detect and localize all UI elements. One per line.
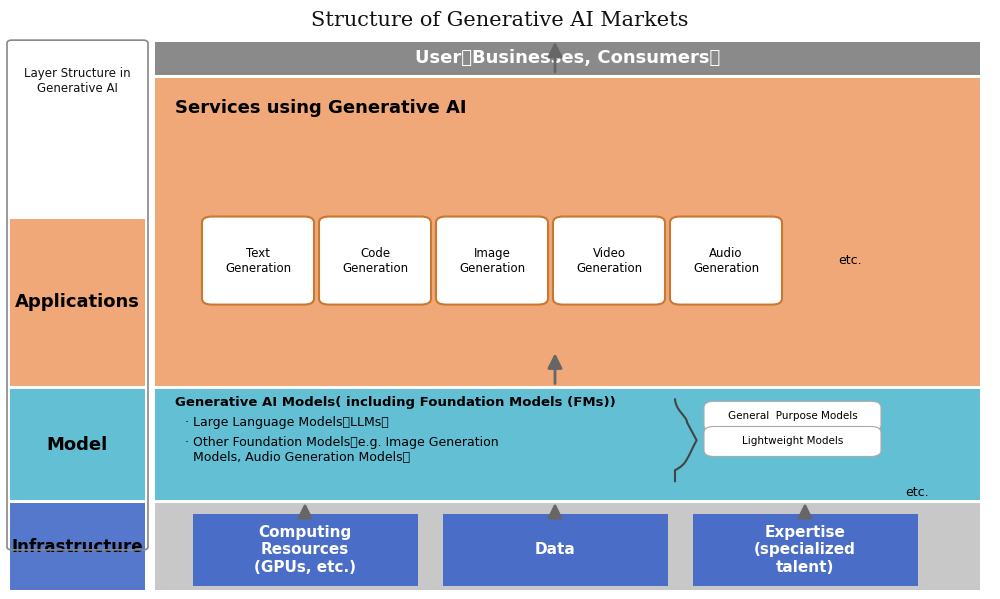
Text: etc.: etc. xyxy=(905,486,929,499)
Text: etc.: etc. xyxy=(838,254,862,267)
Bar xyxy=(155,503,980,590)
Text: Video
Generation: Video Generation xyxy=(576,247,642,274)
Text: Code
Generation: Code Generation xyxy=(342,247,408,274)
Bar xyxy=(155,389,980,500)
Text: Computing
Resources
(GPUs, etc.): Computing Resources (GPUs, etc.) xyxy=(254,525,356,575)
Text: User（Businesses, Consumers）: User（Businesses, Consumers） xyxy=(415,49,720,68)
Bar xyxy=(443,514,668,586)
Text: Expertise
(specialized
talent): Expertise (specialized talent) xyxy=(754,525,856,575)
Bar xyxy=(10,42,145,120)
Bar xyxy=(155,42,980,75)
Text: Audio
Generation: Audio Generation xyxy=(693,247,759,274)
Bar xyxy=(10,219,145,386)
Text: Data: Data xyxy=(535,542,575,558)
FancyBboxPatch shape xyxy=(319,216,431,305)
Text: General  Purpose Models: General Purpose Models xyxy=(728,412,857,421)
Text: Infrastructure: Infrastructure xyxy=(12,537,143,556)
FancyBboxPatch shape xyxy=(704,426,881,456)
FancyBboxPatch shape xyxy=(436,216,548,305)
FancyBboxPatch shape xyxy=(553,216,665,305)
Bar xyxy=(192,514,418,586)
Text: Layer Structure in
Generative AI: Layer Structure in Generative AI xyxy=(24,67,131,95)
Text: Text
Generation: Text Generation xyxy=(225,247,291,274)
Text: Image
Generation: Image Generation xyxy=(459,247,525,274)
Text: Generative AI Models( including Foundation Models (FMs)): Generative AI Models( including Foundati… xyxy=(175,396,616,409)
Bar xyxy=(155,78,980,386)
Bar xyxy=(692,514,918,586)
Text: Applications: Applications xyxy=(15,294,140,311)
Text: Lightweight Models: Lightweight Models xyxy=(742,437,843,446)
FancyBboxPatch shape xyxy=(670,216,782,305)
Text: Services using Generative AI: Services using Generative AI xyxy=(175,99,466,117)
Text: Structure of Generative AI Markets: Structure of Generative AI Markets xyxy=(311,11,689,31)
FancyBboxPatch shape xyxy=(704,401,881,431)
Text: · Large Language Models（LLMs）: · Large Language Models（LLMs） xyxy=(185,416,389,429)
Bar xyxy=(10,389,145,500)
Bar xyxy=(10,503,145,590)
Text: · Other Foundation Models（e.g. Image Generation
  Models, Audio Generation Model: · Other Foundation Models（e.g. Image Gen… xyxy=(185,436,499,464)
Text: Model: Model xyxy=(47,435,108,454)
FancyBboxPatch shape xyxy=(202,216,314,305)
